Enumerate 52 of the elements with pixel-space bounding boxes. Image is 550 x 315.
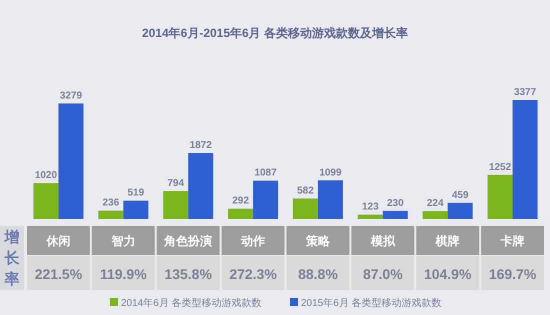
data-label: 519	[127, 188, 145, 199]
x-tick-label: 卡牌	[500, 234, 525, 248]
x-tick-label: 休闲	[45, 234, 70, 248]
text: 169.7%	[488, 266, 537, 282]
bar	[123, 200, 148, 219]
data-label: 236	[102, 198, 120, 209]
data-label: 794	[167, 178, 184, 190]
text: 88.8%	[298, 266, 338, 282]
bar	[448, 202, 473, 219]
data-label: 123	[362, 202, 380, 213]
bar	[358, 214, 383, 219]
data-label: 3279	[60, 90, 82, 102]
text: 104.9%	[424, 266, 472, 282]
bar	[58, 103, 84, 219]
data-label: 1099	[319, 167, 342, 178]
data-label: 1087	[254, 168, 278, 179]
text: 272.3%	[229, 266, 278, 282]
data-label: 224	[426, 198, 444, 210]
bar	[98, 210, 124, 219]
data-label: 1252	[488, 162, 512, 173]
text: 221.5%	[34, 266, 83, 282]
data-label: 1020	[34, 170, 58, 182]
bar	[512, 100, 538, 219]
bar	[163, 191, 188, 219]
legend-label: 2015年6月 各类型移动游戏款数	[301, 297, 442, 309]
x-tick-label: 动作	[240, 234, 266, 248]
data-label: 1872	[190, 140, 212, 152]
bar	[253, 180, 278, 219]
text: 135.8%	[164, 266, 212, 282]
bar	[488, 174, 513, 219]
bar	[188, 153, 214, 219]
bar	[33, 183, 58, 219]
x-tick-label: 策略	[304, 234, 331, 248]
bar	[382, 210, 408, 219]
bar	[228, 208, 254, 219]
chart-title: 2014年6月-2015年6月 各类移动游戏款数及增长率	[142, 26, 408, 40]
x-tick-label: 棋牌	[434, 234, 460, 248]
x-tick-label: 智力	[110, 234, 136, 248]
data-label: 230	[386, 198, 404, 209]
legend-label: 2014年6月 各类型移动游戏款数	[121, 297, 262, 309]
bar	[292, 198, 318, 219]
x-tick-label: 模拟	[370, 234, 396, 248]
x-tick-label: 角色扮演	[163, 234, 212, 248]
data-label: 582	[297, 185, 314, 196]
y-axis-title: 增长率	[4, 229, 20, 288]
text: 87.0%	[362, 266, 404, 282]
bar	[422, 211, 448, 219]
data-label: 459	[452, 190, 469, 201]
data-label: 292	[232, 196, 250, 207]
data-label: 3377	[514, 87, 537, 98]
bar	[318, 180, 343, 219]
text: 119.9%	[100, 266, 148, 282]
